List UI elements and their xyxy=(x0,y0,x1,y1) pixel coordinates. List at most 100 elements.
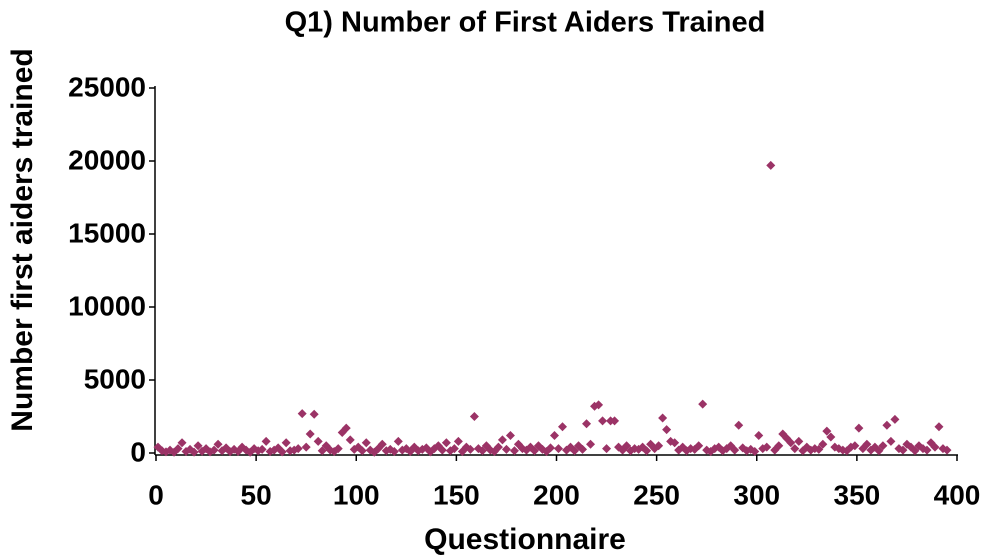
data-point xyxy=(898,445,908,455)
x-tick-label: 50 xyxy=(241,479,272,510)
data-point xyxy=(790,444,800,454)
data-point xyxy=(878,441,888,451)
data-point xyxy=(505,430,515,440)
data-point xyxy=(622,441,632,451)
data-point xyxy=(545,443,555,453)
data-point xyxy=(814,444,824,454)
data-point xyxy=(750,447,760,457)
data-point xyxy=(862,439,872,449)
data-point xyxy=(313,436,323,446)
data-point xyxy=(189,447,199,457)
data-point xyxy=(277,447,287,457)
data-point xyxy=(910,446,920,456)
data-point xyxy=(213,439,223,449)
data-point xyxy=(886,436,896,446)
data-point xyxy=(209,445,219,455)
data-point xyxy=(437,445,447,455)
data-point xyxy=(465,444,475,454)
chart-title: Q1) Number of First Aiders Trained xyxy=(285,7,766,39)
data-point xyxy=(301,442,311,452)
y-tick-label: 20000 xyxy=(68,144,146,175)
data-point xyxy=(177,438,187,448)
data-point xyxy=(890,414,900,424)
data-point xyxy=(261,436,271,446)
data-point xyxy=(766,160,776,170)
data-point xyxy=(441,438,451,448)
data-point xyxy=(822,426,832,436)
data-point xyxy=(554,444,564,454)
data-point xyxy=(694,441,704,451)
data-point xyxy=(257,444,267,454)
data-point xyxy=(558,422,568,432)
x-tick-label: 0 xyxy=(148,479,164,510)
x-tick-label: 300 xyxy=(733,479,780,510)
x-axis-title: Questionnaire xyxy=(424,523,626,556)
data-point xyxy=(754,430,764,440)
y-axis-title: Number first aiders trained xyxy=(6,48,39,431)
data-point xyxy=(477,446,487,456)
y-tick-label: 5000 xyxy=(84,363,146,394)
y-tick-label: 15000 xyxy=(68,217,146,248)
data-point xyxy=(774,441,784,451)
data-point xyxy=(826,432,836,442)
data-point xyxy=(293,444,303,454)
y-tick-label: 10000 xyxy=(68,290,146,321)
data-point xyxy=(818,439,828,449)
data-point xyxy=(193,441,203,451)
data-point xyxy=(698,399,708,409)
x-tick-label: 400 xyxy=(934,479,981,510)
x-tick-label: 150 xyxy=(433,479,480,510)
data-point xyxy=(377,439,387,449)
data-point xyxy=(654,441,664,451)
data-point xyxy=(341,423,351,433)
data-point xyxy=(345,435,355,445)
data-point xyxy=(509,446,519,456)
data-point xyxy=(930,442,940,452)
data-point xyxy=(882,420,892,430)
data-point xyxy=(610,416,620,426)
data-point xyxy=(794,436,804,446)
data-point xyxy=(730,445,740,455)
data-point xyxy=(762,442,772,452)
data-point xyxy=(586,439,596,449)
data-point xyxy=(493,442,503,452)
data-point xyxy=(786,438,796,448)
data-point xyxy=(874,446,884,456)
data-point xyxy=(594,400,604,410)
y-tick-label: 25000 xyxy=(68,71,146,102)
data-point xyxy=(173,444,183,454)
data-point xyxy=(449,444,459,454)
data-point xyxy=(942,445,952,455)
data-point xyxy=(854,423,864,433)
data-point xyxy=(529,446,539,456)
data-point xyxy=(598,416,608,426)
data-point xyxy=(602,444,612,454)
data-point xyxy=(497,435,507,445)
data-point xyxy=(922,445,932,455)
data-point xyxy=(357,446,367,456)
data-point xyxy=(333,444,343,454)
data-point xyxy=(570,446,580,456)
data-point xyxy=(305,429,315,439)
data-point xyxy=(297,409,307,419)
data-point xyxy=(934,422,944,432)
data-point xyxy=(453,436,463,446)
data-point xyxy=(309,409,319,419)
data-point xyxy=(850,441,860,451)
data-point xyxy=(578,444,588,454)
data-point xyxy=(281,438,291,448)
data-point xyxy=(642,446,652,456)
x-tick-label: 250 xyxy=(633,479,680,510)
data-point xyxy=(501,444,511,454)
data-point xyxy=(389,447,399,457)
x-tick-label: 200 xyxy=(533,479,580,510)
data-point xyxy=(658,413,668,423)
data-point xyxy=(317,446,327,456)
x-tick-label: 100 xyxy=(333,479,380,510)
data-point xyxy=(549,430,559,440)
data-point xyxy=(469,412,479,421)
data-point xyxy=(734,420,744,430)
data-point xyxy=(393,436,403,446)
data-point xyxy=(662,425,672,435)
